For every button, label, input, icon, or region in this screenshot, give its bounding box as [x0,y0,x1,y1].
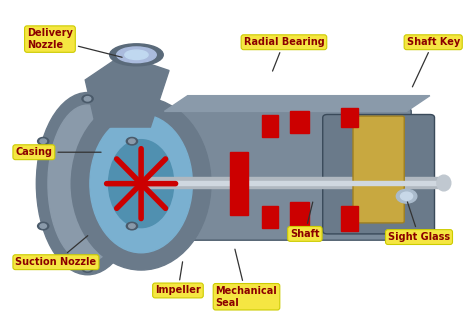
Bar [341,206,358,231]
Circle shape [127,138,137,145]
Ellipse shape [125,50,148,60]
FancyArrowPatch shape [143,186,165,208]
FancyArrowPatch shape [143,159,165,182]
FancyBboxPatch shape [160,108,411,240]
Text: Shaft: Shaft [290,202,319,239]
Ellipse shape [90,114,192,253]
Circle shape [40,139,46,143]
Text: Delivery
Nozzle: Delivery Nozzle [27,28,122,57]
Text: Sight Glass: Sight Glass [388,202,450,242]
Ellipse shape [48,105,127,262]
FancyBboxPatch shape [323,114,435,234]
Ellipse shape [109,140,173,228]
Text: Impeller: Impeller [155,262,201,295]
Bar [262,114,279,137]
Circle shape [84,266,91,271]
Text: Mechanical
Seal: Mechanical Seal [216,249,277,307]
Text: Shaft Key: Shaft Key [407,37,460,87]
Ellipse shape [437,175,451,191]
FancyBboxPatch shape [353,116,404,223]
Circle shape [401,192,413,200]
Bar [141,177,444,188]
Bar [262,206,279,228]
Bar [229,152,248,215]
Circle shape [37,138,49,145]
Bar [141,181,444,185]
Ellipse shape [71,97,211,270]
Ellipse shape [117,47,156,63]
Polygon shape [85,55,169,127]
FancyArrowPatch shape [117,186,139,208]
Circle shape [128,139,135,143]
Bar [290,111,309,133]
Ellipse shape [36,93,139,275]
Bar [290,203,309,228]
FancyArrowPatch shape [117,159,139,182]
Bar [341,108,358,127]
Circle shape [396,189,417,203]
Circle shape [128,224,135,228]
Circle shape [40,224,46,228]
Circle shape [82,95,93,103]
Text: Casing: Casing [15,147,101,157]
Polygon shape [164,96,430,111]
Circle shape [127,222,137,230]
Circle shape [82,265,93,272]
Circle shape [37,222,49,230]
Ellipse shape [109,44,163,66]
Text: Suction Nozzle: Suction Nozzle [15,236,97,267]
Circle shape [84,97,91,101]
Text: Radial Bearing: Radial Bearing [244,37,324,71]
